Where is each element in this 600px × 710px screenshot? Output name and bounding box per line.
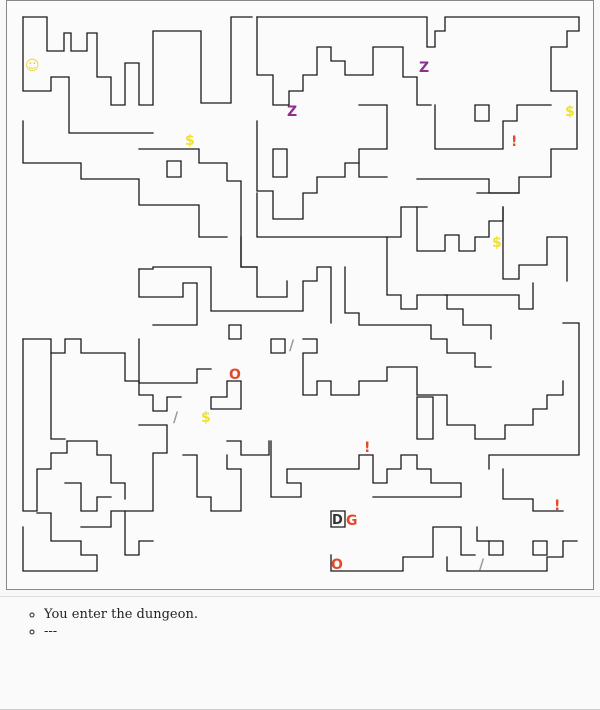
message-log: You enter the dungeon. ---	[0, 596, 600, 710]
dungeon-map[interactable]: ☺ Z Z $ $ $ $!!! / / / O O D G	[6, 0, 594, 590]
log-message: You enter the dungeon.	[44, 607, 600, 622]
message-list: You enter the dungeon. ---	[0, 607, 600, 639]
maze-walls	[22, 16, 580, 572]
log-message: ---	[44, 624, 600, 639]
